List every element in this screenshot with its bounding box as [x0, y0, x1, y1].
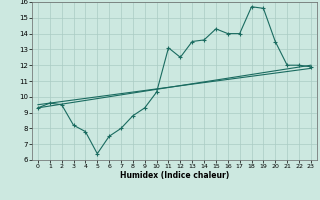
X-axis label: Humidex (Indice chaleur): Humidex (Indice chaleur): [120, 171, 229, 180]
